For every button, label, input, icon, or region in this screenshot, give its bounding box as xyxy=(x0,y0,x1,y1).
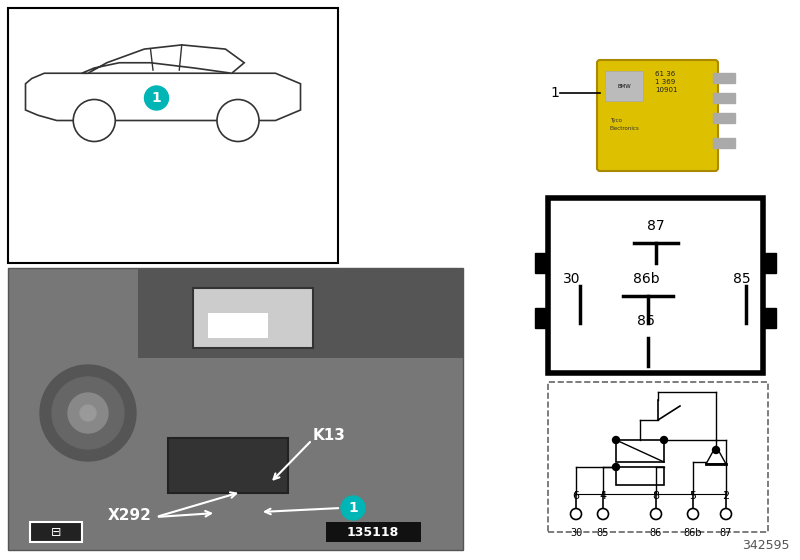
Circle shape xyxy=(341,496,365,520)
Bar xyxy=(713,73,735,83)
Polygon shape xyxy=(706,446,726,464)
Text: 86: 86 xyxy=(650,528,662,538)
Circle shape xyxy=(40,365,136,461)
Text: Tyco: Tyco xyxy=(610,118,622,123)
Bar xyxy=(30,522,82,542)
Bar xyxy=(208,313,268,338)
Bar xyxy=(535,308,548,328)
Text: 30: 30 xyxy=(563,272,581,286)
Text: BMW: BMW xyxy=(617,83,631,88)
Text: 135118: 135118 xyxy=(347,525,399,539)
Circle shape xyxy=(687,508,698,520)
Bar xyxy=(763,308,776,328)
Bar xyxy=(168,438,288,493)
Text: 86b: 86b xyxy=(684,528,702,538)
Text: 8: 8 xyxy=(653,491,659,501)
Text: 10901: 10901 xyxy=(655,87,678,93)
Bar xyxy=(8,268,463,550)
Text: 1: 1 xyxy=(348,501,358,515)
Text: 87: 87 xyxy=(646,219,664,233)
Circle shape xyxy=(721,508,731,520)
Circle shape xyxy=(713,446,719,454)
Bar xyxy=(326,522,421,542)
Polygon shape xyxy=(26,73,301,120)
Bar xyxy=(193,288,313,348)
Bar xyxy=(616,440,664,462)
Text: 4: 4 xyxy=(599,491,606,501)
Circle shape xyxy=(217,100,259,142)
Bar xyxy=(605,71,643,101)
Text: 1: 1 xyxy=(550,86,559,100)
Circle shape xyxy=(68,393,108,433)
Text: 1: 1 xyxy=(152,91,162,105)
Text: 342595: 342595 xyxy=(742,539,790,552)
Text: 2: 2 xyxy=(722,491,730,501)
Text: 5: 5 xyxy=(690,491,697,501)
Bar xyxy=(548,382,768,532)
Bar xyxy=(713,113,735,123)
Text: 85: 85 xyxy=(597,528,609,538)
Circle shape xyxy=(80,405,96,421)
Text: 87: 87 xyxy=(720,528,732,538)
Circle shape xyxy=(598,508,609,520)
Text: 30: 30 xyxy=(570,528,582,538)
Text: 86b: 86b xyxy=(633,272,659,286)
Text: 85: 85 xyxy=(733,272,750,286)
Circle shape xyxy=(52,377,124,449)
Text: X292: X292 xyxy=(108,508,152,524)
Bar xyxy=(8,8,338,263)
Bar xyxy=(548,198,763,373)
Text: 61 36: 61 36 xyxy=(655,71,675,77)
Circle shape xyxy=(650,508,662,520)
Circle shape xyxy=(74,100,115,142)
Text: Electronics: Electronics xyxy=(610,126,640,131)
Circle shape xyxy=(661,436,667,444)
Circle shape xyxy=(570,508,582,520)
Bar xyxy=(713,138,735,148)
Text: K13: K13 xyxy=(313,428,346,444)
Bar xyxy=(535,253,548,273)
Circle shape xyxy=(613,436,619,444)
Circle shape xyxy=(145,86,169,110)
Text: 1 369: 1 369 xyxy=(655,79,675,85)
Polygon shape xyxy=(82,45,244,73)
Text: ⊟: ⊟ xyxy=(50,525,62,539)
Bar xyxy=(616,467,664,485)
Text: 6: 6 xyxy=(573,491,579,501)
Circle shape xyxy=(613,464,619,470)
FancyBboxPatch shape xyxy=(597,60,718,171)
Bar xyxy=(713,93,735,103)
Bar xyxy=(138,268,463,358)
Text: 86: 86 xyxy=(638,314,655,328)
Bar xyxy=(763,253,776,273)
